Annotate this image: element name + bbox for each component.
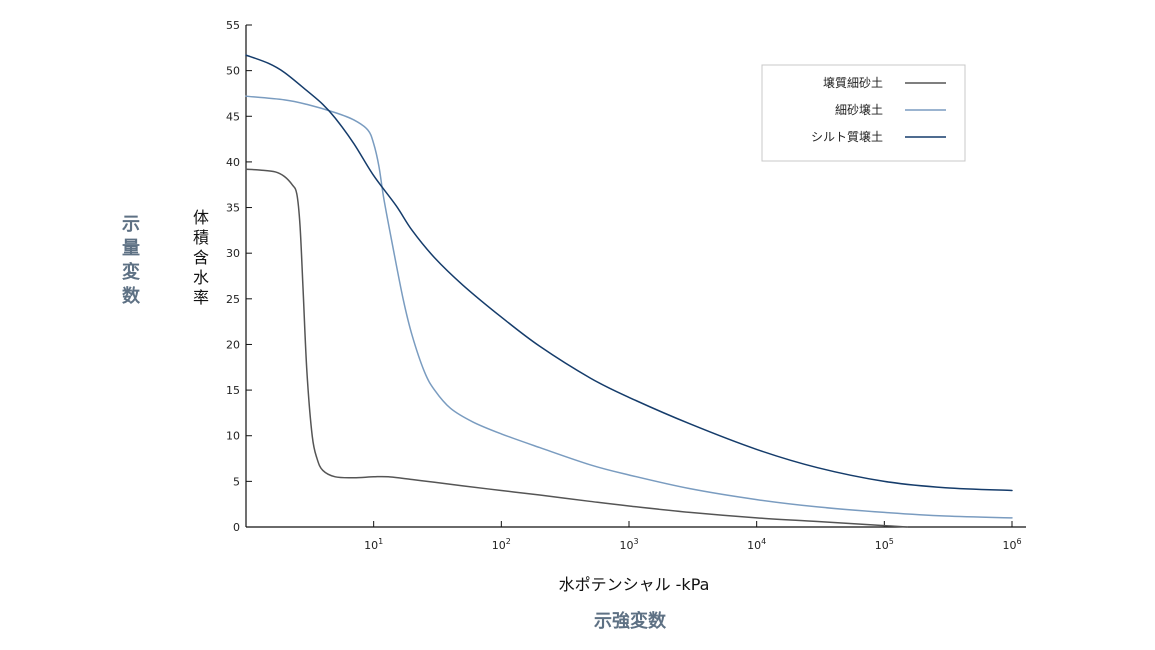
y-tick-label: 20 xyxy=(226,338,240,351)
y-tick-label: 5 xyxy=(233,475,240,488)
y-tick-label: 40 xyxy=(226,156,240,169)
x-tick-label: 101 xyxy=(364,537,383,552)
x-tick-label: 105 xyxy=(875,537,894,552)
y-tick-label: 10 xyxy=(226,430,240,443)
x-tick-label: 103 xyxy=(619,537,638,552)
series-line-2 xyxy=(245,95,1013,519)
legend-box xyxy=(761,64,966,162)
plot-series xyxy=(245,54,1013,528)
y-axis-title-char: 体 xyxy=(193,208,209,227)
series-line-3 xyxy=(245,54,1013,492)
x-tick-label: 102 xyxy=(492,537,511,552)
x-tick-label: 106 xyxy=(1002,537,1021,552)
y-tick-label: 30 xyxy=(226,247,240,260)
x-axis: 101 102 103 104 105 106 xyxy=(246,521,1026,552)
x-tick-label: 104 xyxy=(747,537,766,552)
y-axis: 0 5 10 15 20 25 30 35 40 45 50 55 xyxy=(226,19,252,534)
series-line-1 xyxy=(245,168,908,528)
y-tick-label: 25 xyxy=(226,293,240,306)
legend-label: シルト質壌土 xyxy=(811,129,883,144)
legend-label: 細砂壌土 xyxy=(835,103,883,117)
side-label-y-char: 変 xyxy=(122,261,140,283)
y-tick-label: 55 xyxy=(226,19,240,32)
y-tick-label: 35 xyxy=(226,202,240,215)
y-axis-title-char: 含 xyxy=(193,248,209,267)
side-label-y-char: 数 xyxy=(122,285,141,307)
legend-label: 壌質細砂土 xyxy=(823,75,883,90)
y-tick-label: 45 xyxy=(226,110,240,123)
y-axis-title-char: 積 xyxy=(193,228,209,247)
y-tick-label: 0 xyxy=(233,521,240,534)
side-label-y-char: 示 xyxy=(122,214,140,235)
y-tick-label: 50 xyxy=(226,65,240,78)
y-tick-label: 15 xyxy=(226,384,240,397)
side-label-x: 示強変数 xyxy=(594,610,667,632)
x-axis-title: 水ポテンシャル -kPa xyxy=(559,575,710,594)
y-axis-title-char: 率 xyxy=(193,288,209,307)
y-axis-title-char: 水 xyxy=(193,268,209,287)
side-label-y-char: 量 xyxy=(122,237,140,259)
